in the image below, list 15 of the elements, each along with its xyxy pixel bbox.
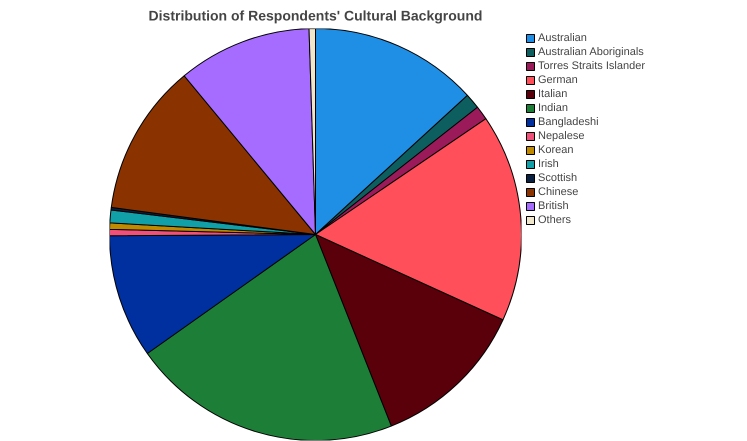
legend-label: Chinese bbox=[538, 186, 578, 198]
legend-label: Nepalese bbox=[538, 130, 584, 142]
legend-label: Bangladeshi bbox=[538, 116, 599, 128]
legend-label: British bbox=[538, 200, 569, 212]
chart-title: Distribution of Respondents' Cultural Background bbox=[148, 8, 482, 24]
legend-label: Australian Aboriginals bbox=[538, 46, 644, 58]
legend-label: Others bbox=[538, 214, 572, 226]
legend-label: Irish bbox=[538, 158, 559, 170]
legend-label: Torres Straits Islander bbox=[538, 60, 645, 72]
legend-label: Italian bbox=[538, 88, 568, 100]
legend-label: German bbox=[538, 74, 578, 86]
legend-label: Indian bbox=[538, 102, 568, 114]
legend-label: Australian bbox=[538, 32, 587, 44]
legend-label: Korean bbox=[538, 144, 574, 156]
legend-label: Scottish bbox=[538, 172, 578, 184]
